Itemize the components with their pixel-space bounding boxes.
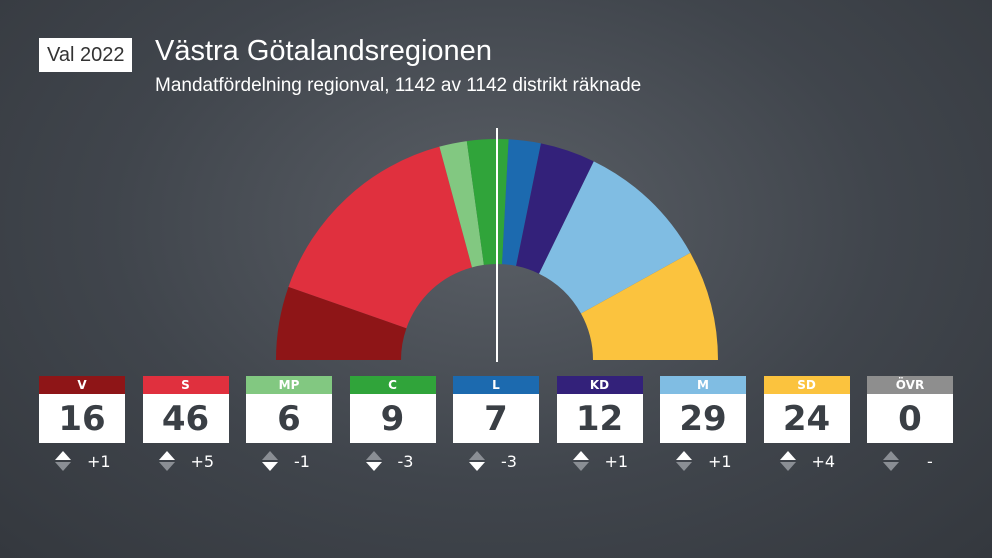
year-badge: Val 2022 — [39, 38, 133, 72]
change-value: -3 — [501, 452, 517, 471]
page-title: Västra Götalandsregionen — [155, 35, 492, 67]
party-name: ÖVR — [867, 376, 953, 394]
party-name: S — [142, 376, 229, 394]
page-subtitle: Mandatfördelning regionval, 1142 av 1142… — [155, 75, 642, 96]
seat-count: 29 — [660, 394, 746, 443]
seat-change: -3 — [350, 450, 436, 472]
seat-segment-kd — [516, 143, 594, 274]
seat-change: +1 — [557, 450, 643, 472]
party-card: M 29 — [660, 376, 746, 443]
seat-change: -3 — [453, 450, 539, 472]
change-arrow-icon — [883, 451, 899, 471]
party-name: L — [453, 376, 539, 394]
seat-change: - — [867, 450, 953, 472]
change-value: +5 — [190, 452, 215, 471]
seat-segment-sd — [580, 252, 718, 360]
seat-segment-s — [288, 146, 472, 329]
seat-change: +4 — [764, 450, 850, 472]
change-arrow-icon — [469, 451, 485, 471]
seat-count: 7 — [453, 394, 539, 443]
seat-count: 6 — [246, 394, 332, 443]
party-name: M — [660, 376, 746, 394]
seat-change: +5 — [143, 450, 229, 472]
change-arrow-icon — [572, 451, 589, 471]
change-value: - — [927, 452, 933, 471]
seat-segment-c — [466, 139, 509, 265]
seat-segment-v — [276, 286, 407, 360]
seat-count: 24 — [763, 394, 850, 443]
seat-segment-m — [539, 161, 691, 314]
change-value: -3 — [397, 452, 414, 471]
change-value: +1 — [87, 452, 111, 471]
change-value: +1 — [604, 452, 629, 471]
seat-count: 9 — [349, 394, 436, 443]
party-card: V 16 — [39, 376, 125, 443]
party-name: KD — [556, 376, 643, 394]
seat-count: 16 — [39, 394, 125, 443]
change-arrow-icon — [779, 451, 796, 471]
seat-segment-l — [502, 139, 541, 266]
change-value: +4 — [811, 452, 836, 471]
seat-change: +1 — [39, 450, 125, 472]
seat-segment-mp — [439, 141, 484, 268]
party-name: V — [39, 376, 125, 394]
change-arrow-icon — [676, 451, 692, 471]
party-name: C — [349, 376, 436, 394]
party-name: MP — [246, 376, 332, 394]
change-arrow-icon — [262, 451, 278, 471]
party-card: ÖVR 0 — [867, 376, 953, 443]
change-value: +1 — [708, 452, 732, 471]
seat-count: 46 — [142, 394, 229, 443]
seat-change: +1 — [660, 450, 746, 472]
change-arrow-icon — [365, 451, 382, 471]
seat-count: 12 — [556, 394, 643, 443]
seat-change: -1 — [246, 450, 332, 472]
party-card: SD 24 — [763, 376, 850, 443]
party-card: S 46 — [142, 376, 229, 443]
seat-count: 0 — [867, 394, 953, 443]
change-arrow-icon — [158, 451, 175, 471]
change-value: -1 — [294, 452, 310, 471]
party-name: SD — [763, 376, 850, 394]
change-arrow-icon — [55, 451, 71, 471]
party-card: KD 12 — [556, 376, 643, 443]
party-card: MP 6 — [246, 376, 332, 443]
